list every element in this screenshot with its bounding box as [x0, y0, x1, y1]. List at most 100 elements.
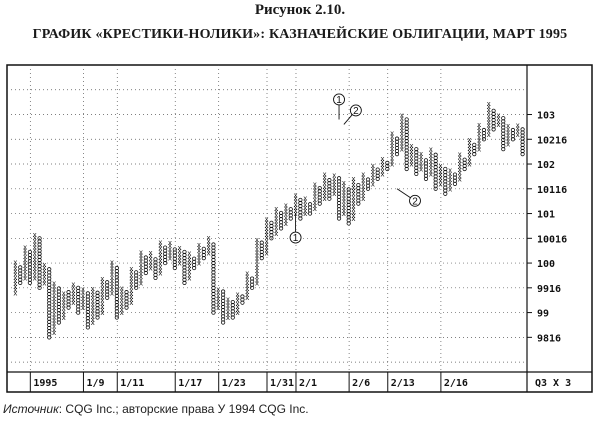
x-mark: x [516, 125, 520, 133]
x-mark: x [129, 296, 133, 304]
x-mark: x [487, 128, 491, 136]
x-mark: x [438, 165, 442, 173]
x-mark: x [245, 282, 249, 290]
x-mark: x [235, 309, 239, 317]
x-mark: x [332, 172, 336, 180]
x-mark: x [33, 268, 37, 276]
x-mark: x [226, 305, 230, 313]
x-mark: x [400, 124, 404, 132]
x-mark: x [264, 225, 268, 233]
x-mark: x [42, 279, 46, 287]
x-mark: x [245, 285, 249, 293]
x-mark: x [264, 219, 268, 227]
x-mark: x [390, 139, 394, 147]
o-mark [105, 280, 110, 285]
annotation-circle [409, 194, 421, 207]
x-mark: x [313, 202, 317, 210]
x-mark: x [458, 160, 462, 168]
price-tick-label: 100 [537, 259, 555, 270]
x-mark: x [390, 157, 394, 165]
x-mark: x [13, 258, 17, 266]
x-mark: x [409, 151, 413, 159]
x-mark: x [13, 289, 17, 297]
o-mark [211, 242, 216, 247]
x-mark: x [120, 287, 124, 295]
x-mark: x [332, 175, 336, 183]
x-mark: x [496, 115, 500, 123]
x-mark: x [284, 211, 288, 219]
x-mark: x [110, 265, 114, 273]
x-mark: x [81, 286, 85, 294]
x-mark: x [342, 185, 346, 193]
o-mark [510, 127, 516, 133]
x-mark: x [255, 245, 259, 253]
o-mark [327, 178, 332, 183]
x-mark: x [226, 302, 230, 310]
x-mark: x [245, 294, 249, 302]
x-mark: x [293, 201, 297, 209]
x-mark: x [448, 173, 452, 181]
source-prefix: Источник [3, 402, 59, 416]
x-mark: x [187, 268, 191, 276]
x-mark: x [487, 112, 491, 120]
x-mark: x [351, 203, 355, 211]
x-mark: x [91, 307, 95, 315]
x-mark: x [458, 154, 462, 162]
x-mark: x [62, 292, 66, 300]
x-mark: x [458, 166, 462, 174]
x-mark: x [110, 286, 114, 294]
o-mark [288, 207, 293, 212]
o-mark [520, 127, 525, 132]
x-mark: x [303, 210, 307, 218]
x-mark: x [139, 261, 143, 269]
source-text: : CQG Inc.; авторские права У 1994 CQG I… [58, 402, 309, 416]
x-mark: x [361, 195, 365, 203]
x-mark: x [149, 252, 153, 260]
x-mark: x [467, 148, 471, 156]
price-tick-label: 102 [537, 160, 555, 171]
x-mark: x [429, 152, 433, 160]
o-mark [491, 108, 496, 113]
date-tick-label: 1995 [33, 378, 57, 389]
x-mark: x [158, 263, 162, 271]
annotation-circle [349, 104, 362, 117]
x-mark: x [110, 261, 114, 269]
x-mark: x [13, 283, 17, 291]
o-mark [47, 267, 52, 272]
x-mark: x [33, 253, 37, 261]
x-mark: x [207, 250, 211, 258]
date-tick-label: 1/11 [120, 378, 144, 389]
x-mark: x [33, 231, 37, 239]
x-mark: x [100, 294, 104, 302]
x-mark: x [158, 257, 162, 265]
x-mark: x [390, 145, 394, 153]
x-mark: x [429, 149, 433, 157]
price-tick-label: 10016 [537, 234, 567, 245]
x-mark: x [52, 298, 56, 306]
x-mark: x [110, 280, 114, 288]
x-mark: x [419, 156, 423, 164]
x-mark: x [274, 227, 278, 235]
x-mark: x [255, 276, 259, 284]
o-mark [501, 116, 506, 121]
x-mark: x [429, 161, 433, 169]
x-mark: x [448, 176, 452, 184]
x-mark: x [467, 157, 471, 165]
x-mark: x [313, 190, 317, 198]
x-mark: x [13, 268, 17, 276]
price-tick-label: 10116 [537, 185, 567, 196]
x-mark: x [351, 212, 355, 220]
x-mark: x [168, 242, 172, 250]
annotation-label: 1 [293, 233, 299, 244]
x-mark: x [62, 302, 66, 310]
x-mark: x [168, 255, 172, 263]
date-tick-label: 2/13 [391, 378, 415, 389]
x-mark: x [23, 274, 27, 282]
x-mark: x [197, 253, 201, 261]
x-mark: x [120, 306, 124, 314]
x-mark: x [409, 154, 413, 162]
x-mark: x [110, 268, 114, 276]
o-mark [221, 289, 226, 294]
x-mark: x [91, 297, 95, 305]
x-mark: x [187, 250, 191, 258]
